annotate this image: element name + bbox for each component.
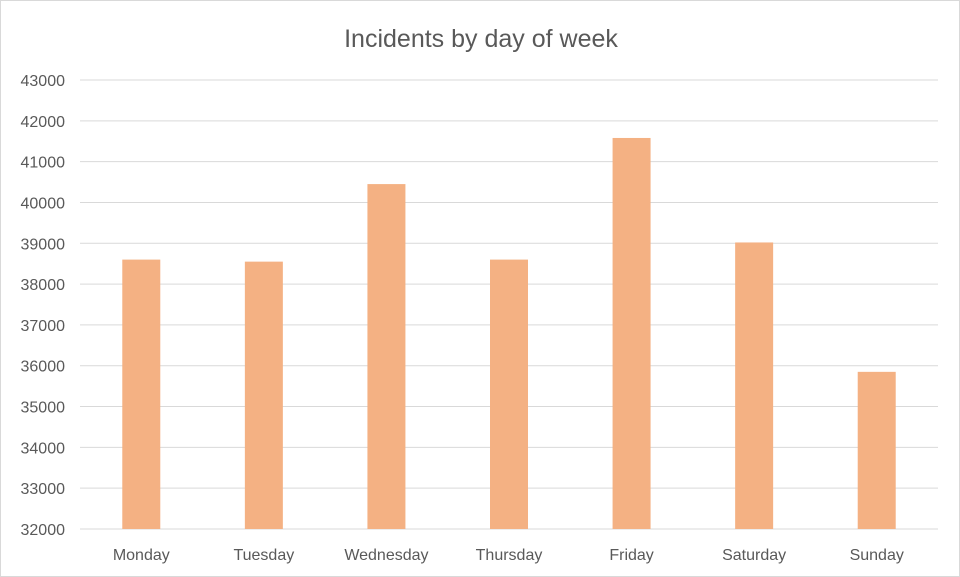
x-tick-label: Monday <box>113 547 170 564</box>
bar-friday <box>612 137 651 529</box>
x-tick-label: Wednesday <box>344 547 428 564</box>
y-tick-label: 42000 <box>21 114 66 131</box>
bar-sunday <box>857 371 896 529</box>
y-tick-label: 35000 <box>21 400 66 417</box>
y-tick-label: 38000 <box>21 277 66 294</box>
x-tick-label: Friday <box>609 547 653 564</box>
y-tick-label: 39000 <box>21 236 66 253</box>
chart-title: Incidents by day of week <box>344 25 618 53</box>
y-tick-label: 43000 <box>21 73 66 90</box>
x-tick-label: Tuesday <box>233 547 294 564</box>
bar-thursday <box>490 259 528 529</box>
x-tick-label: Thursday <box>476 547 543 564</box>
y-tick-label: 32000 <box>21 522 66 539</box>
bars <box>122 137 896 529</box>
bar-monday <box>122 259 161 529</box>
y-tick-label: 33000 <box>21 481 66 498</box>
y-tick-label: 36000 <box>21 359 66 376</box>
x-axis-ticks: Monday Tuesday Wednesday Thursday Friday Satu… <box>113 547 904 564</box>
y-tick-label: 37000 <box>21 318 66 335</box>
bar-tuesday <box>244 261 283 529</box>
x-tick-label: Sunday <box>850 547 904 564</box>
y-axis-ticks: 32000 33000 34000 35000 36000 37000 38000 39000… <box>21 73 66 539</box>
y-tick-label: 34000 <box>21 440 66 457</box>
y-tick-label: 40000 <box>21 195 66 212</box>
y-tick-label: 41000 <box>21 155 66 172</box>
bar-saturday <box>735 242 774 529</box>
x-tick-label: Saturday <box>722 547 786 564</box>
bar-wednesday <box>367 184 406 529</box>
